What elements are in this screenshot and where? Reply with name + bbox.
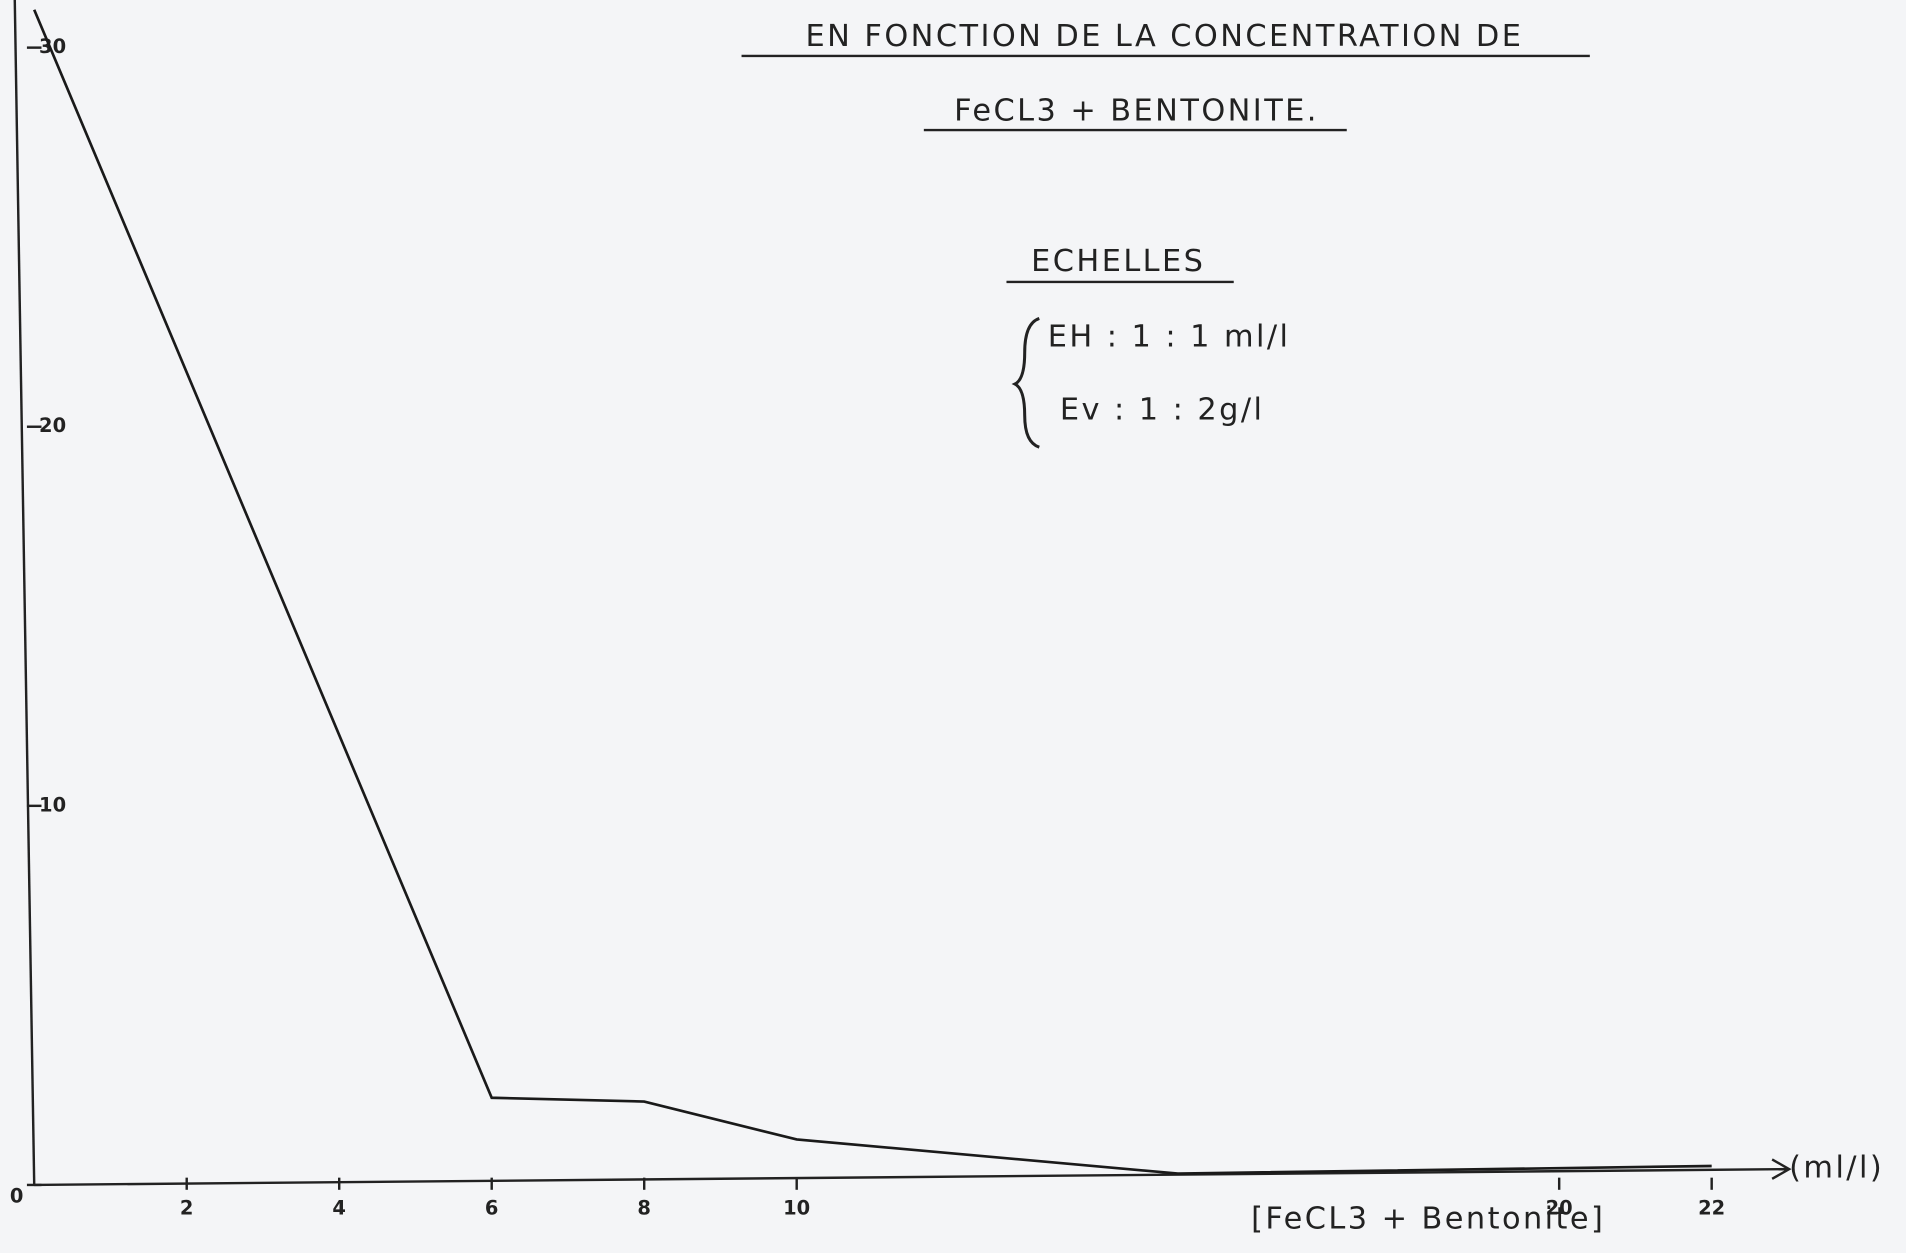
- x-tick-label: 2: [180, 1197, 194, 1220]
- paper: [0, 0, 1906, 1253]
- chart-subtitle: FeCL3 + BENTONITE.: [954, 93, 1319, 128]
- y-tick-label: 20: [39, 414, 66, 437]
- x-tick-label: 20: [1546, 1197, 1573, 1220]
- x-tick-label: 4: [332, 1197, 346, 1220]
- x-tick-label: 6: [485, 1197, 499, 1220]
- x-tick-label: 22: [1698, 1197, 1725, 1220]
- chart-title: EN FONCTION DE LA CONCENTRATION DE: [806, 19, 1524, 54]
- scale-heading: ECHELLES: [1031, 244, 1205, 279]
- chart: EN FONCTION DE LA CONCENTRATION DE FeCL3…: [0, 0, 1906, 1253]
- page: EN FONCTION DE LA CONCENTRATION DE FeCL3…: [0, 0, 1906, 1253]
- x-tick-label: 8: [637, 1197, 651, 1220]
- x-tick-label: 10: [783, 1197, 810, 1220]
- y-tick-label: 10: [39, 793, 66, 816]
- y-tick-label: 0: [10, 1185, 24, 1208]
- scale-entry: EH : 1 : 1 ml/l: [1048, 319, 1291, 354]
- scale-entry: Ev : 1 : 2g/l: [1060, 392, 1264, 427]
- x-axis-unit: (ml/l): [1789, 1151, 1884, 1186]
